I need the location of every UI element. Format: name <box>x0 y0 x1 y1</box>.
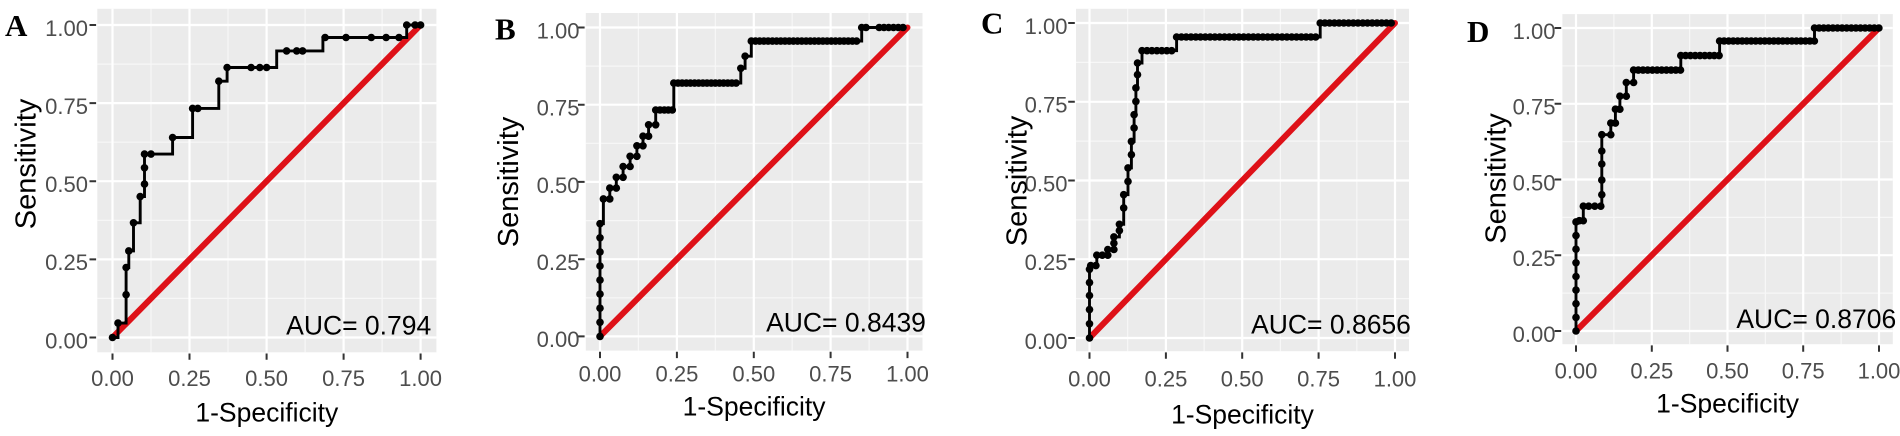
svg-text:1.00: 1.00 <box>1513 19 1556 44</box>
svg-text:0.50: 0.50 <box>1221 367 1264 392</box>
svg-text:0.50: 0.50 <box>1025 171 1068 196</box>
svg-text:AUC= 0.794: AUC= 0.794 <box>286 310 431 340</box>
svg-text:0.00: 0.00 <box>537 327 580 352</box>
svg-text:0.00: 0.00 <box>1068 367 1111 392</box>
svg-text:1.00: 1.00 <box>1858 359 1900 384</box>
svg-text:0.00: 0.00 <box>579 362 622 387</box>
svg-text:0.50: 0.50 <box>245 366 288 391</box>
svg-text:1.00: 1.00 <box>1025 14 1068 39</box>
svg-text:1.00: 1.00 <box>45 16 88 41</box>
svg-text:0.75: 0.75 <box>537 96 580 121</box>
svg-text:0.75: 0.75 <box>45 94 88 119</box>
svg-text:0.25: 0.25 <box>537 250 580 275</box>
svg-text:0.25: 0.25 <box>655 362 698 387</box>
svg-text:AUC= 0.8439: AUC= 0.8439 <box>766 308 926 338</box>
svg-text:0.25: 0.25 <box>1025 250 1068 275</box>
svg-text:0.75: 0.75 <box>1782 359 1825 384</box>
svg-text:0.00: 0.00 <box>1555 359 1598 384</box>
svg-text:1.00: 1.00 <box>1374 367 1417 392</box>
svg-text:Sensitivity: Sensitivity <box>11 98 43 229</box>
svg-text:1.00: 1.00 <box>399 366 442 391</box>
svg-text:0.75: 0.75 <box>1513 95 1556 120</box>
svg-text:0.75: 0.75 <box>322 366 365 391</box>
svg-text:A: A <box>5 8 28 43</box>
svg-text:0.75: 0.75 <box>809 362 852 387</box>
svg-text:AUC= 0.8656: AUC= 0.8656 <box>1251 310 1411 340</box>
svg-text:0.75: 0.75 <box>1297 367 1340 392</box>
svg-text:Sensitivity: Sensitivity <box>1481 113 1513 244</box>
svg-text:1.00: 1.00 <box>886 362 929 387</box>
svg-text:0.50: 0.50 <box>732 362 775 387</box>
svg-text:1-Specificity: 1-Specificity <box>1656 389 1800 419</box>
svg-text:0.00: 0.00 <box>91 366 134 391</box>
svg-text:0.50: 0.50 <box>1706 359 1749 384</box>
svg-text:C: C <box>981 6 1003 41</box>
svg-text:0.75: 0.75 <box>1025 93 1068 118</box>
svg-text:Sensitivity: Sensitivity <box>1002 115 1034 246</box>
svg-text:0.25: 0.25 <box>1144 367 1187 392</box>
svg-text:1-Specificity: 1-Specificity <box>1171 399 1315 429</box>
svg-text:B: B <box>495 11 516 46</box>
svg-text:0.25: 0.25 <box>168 366 211 391</box>
svg-text:0.00: 0.00 <box>1513 322 1556 347</box>
svg-text:1.00: 1.00 <box>537 18 580 43</box>
svg-text:0.25: 0.25 <box>45 250 88 275</box>
svg-text:0.50: 0.50 <box>45 172 88 197</box>
svg-text:0.50: 0.50 <box>1513 170 1556 195</box>
svg-text:0.25: 0.25 <box>1513 246 1556 271</box>
svg-text:0.00: 0.00 <box>1025 329 1068 354</box>
svg-text:1-Specificity: 1-Specificity <box>195 397 339 427</box>
svg-text:1-Specificity: 1-Specificity <box>683 392 827 422</box>
svg-text:0.00: 0.00 <box>45 328 88 353</box>
svg-text:0.25: 0.25 <box>1630 359 1673 384</box>
svg-text:0.50: 0.50 <box>537 173 580 198</box>
svg-text:AUC= 0.8706: AUC= 0.8706 <box>1736 304 1896 334</box>
svg-text:Sensitivity: Sensitivity <box>493 116 525 247</box>
svg-text:D: D <box>1467 14 1489 49</box>
